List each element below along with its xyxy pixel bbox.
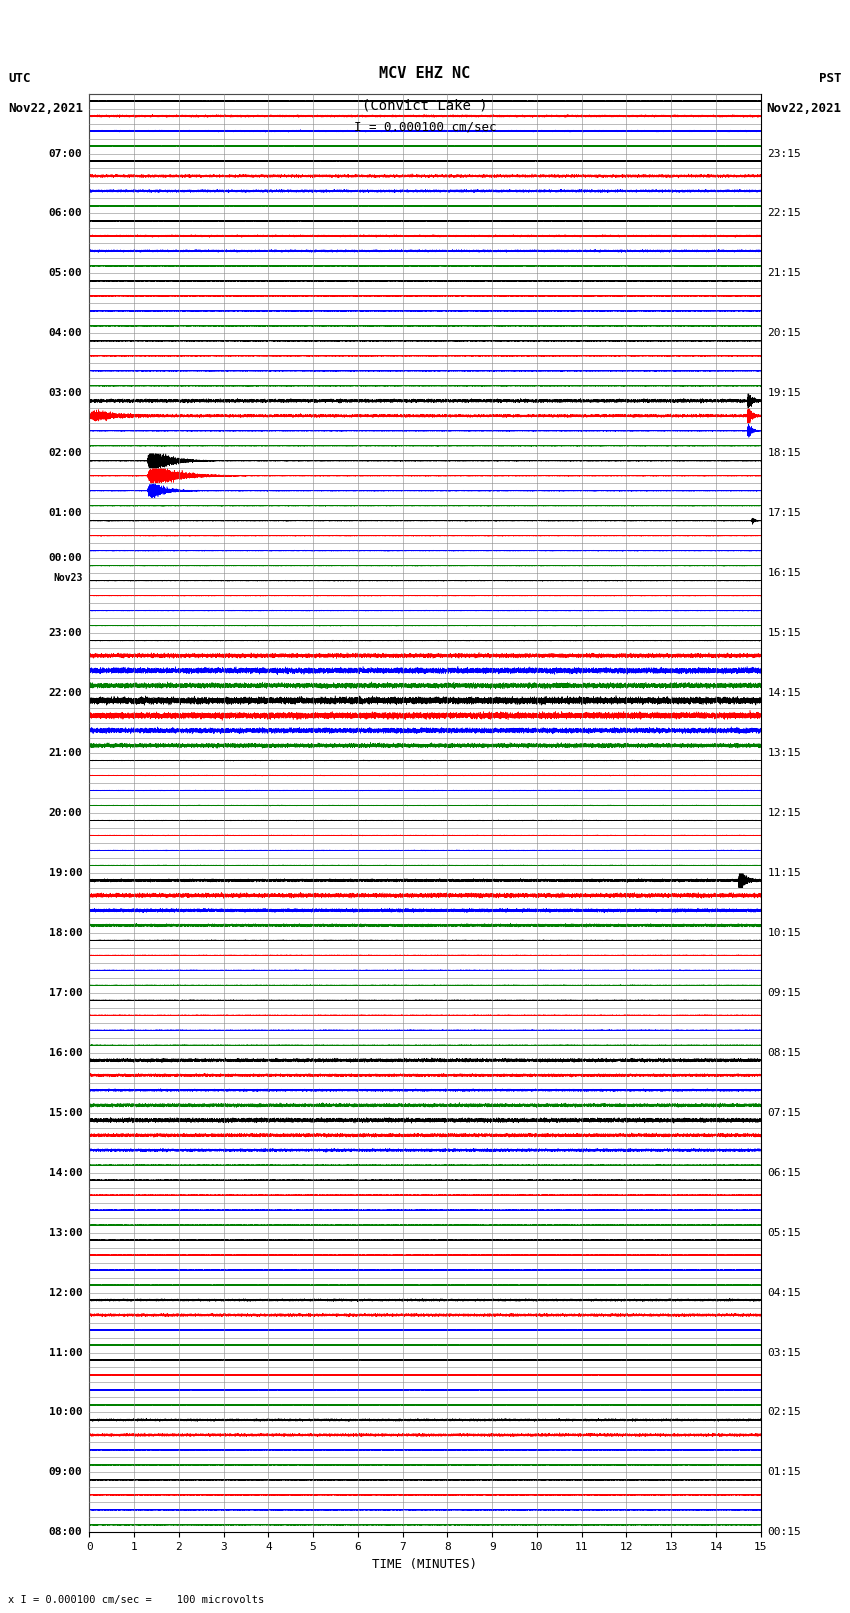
Text: 15:00: 15:00 [48,1108,82,1118]
Text: 18:15: 18:15 [768,448,802,458]
Text: 08:15: 08:15 [768,1048,802,1058]
Text: 22:15: 22:15 [768,208,802,218]
Text: 16:15: 16:15 [768,568,802,577]
Text: 19:00: 19:00 [48,868,82,877]
Text: 08:00: 08:00 [48,1528,82,1537]
Text: 20:15: 20:15 [768,329,802,339]
Text: 01:00: 01:00 [48,508,82,518]
Text: Nov22,2021: Nov22,2021 [767,102,842,115]
Text: I = 0.000100 cm/sec: I = 0.000100 cm/sec [354,121,496,134]
Text: 18:00: 18:00 [48,927,82,937]
Text: 10:15: 10:15 [768,927,802,937]
Text: 04:15: 04:15 [768,1287,802,1297]
Text: 03:15: 03:15 [768,1347,802,1358]
Text: MCV EHZ NC: MCV EHZ NC [379,66,471,81]
Text: 06:15: 06:15 [768,1168,802,1177]
Text: 07:15: 07:15 [768,1108,802,1118]
Text: Nov23: Nov23 [54,573,82,584]
Text: 15:15: 15:15 [768,627,802,639]
Text: 09:15: 09:15 [768,987,802,998]
Text: 05:15: 05:15 [768,1227,802,1237]
Text: 17:00: 17:00 [48,987,82,998]
Text: 17:15: 17:15 [768,508,802,518]
Text: 13:15: 13:15 [768,748,802,758]
Text: 19:15: 19:15 [768,389,802,398]
Text: 22:00: 22:00 [48,689,82,698]
Text: 13:00: 13:00 [48,1227,82,1237]
Text: 12:15: 12:15 [768,808,802,818]
Text: UTC: UTC [8,73,31,85]
Text: 12:00: 12:00 [48,1287,82,1297]
Text: Nov22,2021: Nov22,2021 [8,102,83,115]
Text: 10:00: 10:00 [48,1408,82,1418]
Text: 14:00: 14:00 [48,1168,82,1177]
Text: 14:15: 14:15 [768,689,802,698]
Text: 16:00: 16:00 [48,1048,82,1058]
Text: 03:00: 03:00 [48,389,82,398]
Text: x I = 0.000100 cm/sec =    100 microvolts: x I = 0.000100 cm/sec = 100 microvolts [8,1595,264,1605]
Text: (Convict Lake ): (Convict Lake ) [362,98,488,113]
Text: PST: PST [819,73,842,85]
Text: 02:00: 02:00 [48,448,82,458]
Text: 23:15: 23:15 [768,148,802,158]
Text: 06:00: 06:00 [48,208,82,218]
Text: 05:00: 05:00 [48,268,82,279]
Text: 07:00: 07:00 [48,148,82,158]
Text: 02:15: 02:15 [768,1408,802,1418]
Text: 11:00: 11:00 [48,1347,82,1358]
Text: 00:15: 00:15 [768,1528,802,1537]
Text: 00:00: 00:00 [48,553,82,563]
Text: 23:00: 23:00 [48,627,82,639]
Text: 11:15: 11:15 [768,868,802,877]
Text: 21:00: 21:00 [48,748,82,758]
Text: 09:00: 09:00 [48,1468,82,1478]
Text: 21:15: 21:15 [768,268,802,279]
Text: 20:00: 20:00 [48,808,82,818]
Text: 01:15: 01:15 [768,1468,802,1478]
X-axis label: TIME (MINUTES): TIME (MINUTES) [372,1558,478,1571]
Text: 04:00: 04:00 [48,329,82,339]
